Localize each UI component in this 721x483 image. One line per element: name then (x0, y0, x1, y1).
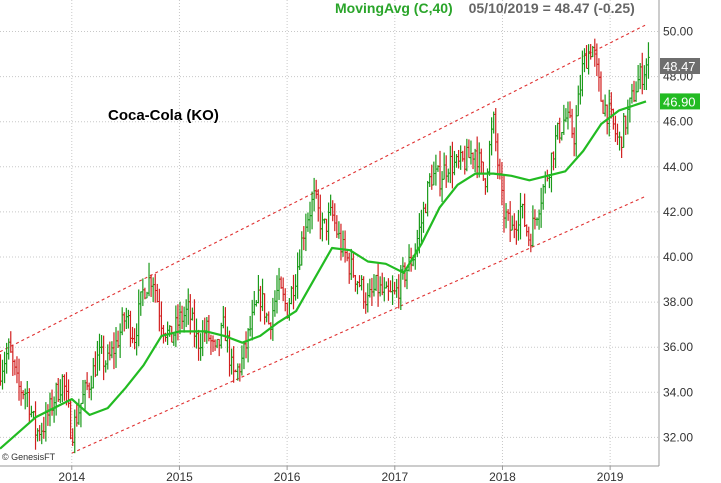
y-axis-tick-labels: 50.0048.0046.0044.0042.0040.0038.0036.00… (663, 25, 693, 445)
channel-line-upper (0, 24, 647, 353)
indicator-label: MovingAvg (C,40) (335, 0, 453, 16)
x-tick-label: 2017 (381, 470, 408, 483)
y-tick-label: 46.00 (663, 115, 693, 129)
last-price-badge: 48.47 (663, 59, 696, 74)
x-tick-label: 2016 (274, 470, 301, 483)
trend-channel (0, 24, 647, 454)
x-tick-label: 2018 (489, 470, 516, 483)
moving-average-series (0, 100, 647, 450)
y-tick-label: 50.00 (663, 25, 693, 39)
y-tick-label: 34.00 (663, 385, 693, 399)
x-axis-tick-labels: 2014 2015 2016 2017 2018 2019 (58, 466, 624, 483)
last-value-badges: 48.47 46.90 (660, 58, 700, 110)
price-bars (0, 38, 650, 454)
y-tick-label: 36.00 (663, 340, 693, 354)
y-tick-label: 32.00 (663, 430, 693, 444)
y-tick-label: 44.00 (663, 160, 693, 174)
channel-line-lower (71, 195, 647, 454)
x-tick-label: 2015 (166, 470, 193, 483)
indicator-readout-line: MovingAvg (C,40) 05/10/2019 = 48.47 (-0.… (335, 0, 635, 16)
y-tick-label: 38.00 (663, 295, 693, 309)
moving-average-line (0, 100, 647, 450)
last-ma-badge: 46.90 (663, 94, 696, 109)
last-price-badge-box (660, 58, 700, 75)
y-tick-label: 42.00 (663, 205, 693, 219)
x-tick-label: 2019 (597, 470, 624, 483)
y-tick-label: 40.00 (663, 250, 693, 264)
indicator-readout: 05/10/2019 = 48.47 (-0.25) (469, 0, 635, 16)
chart-grid (0, 0, 659, 466)
chart-title: Coca-Cola (KO) (108, 107, 219, 124)
last-ma-badge-box (660, 93, 700, 110)
credit-text: © GenesisFT (2, 452, 56, 462)
x-tick-label: 2014 (58, 470, 85, 483)
